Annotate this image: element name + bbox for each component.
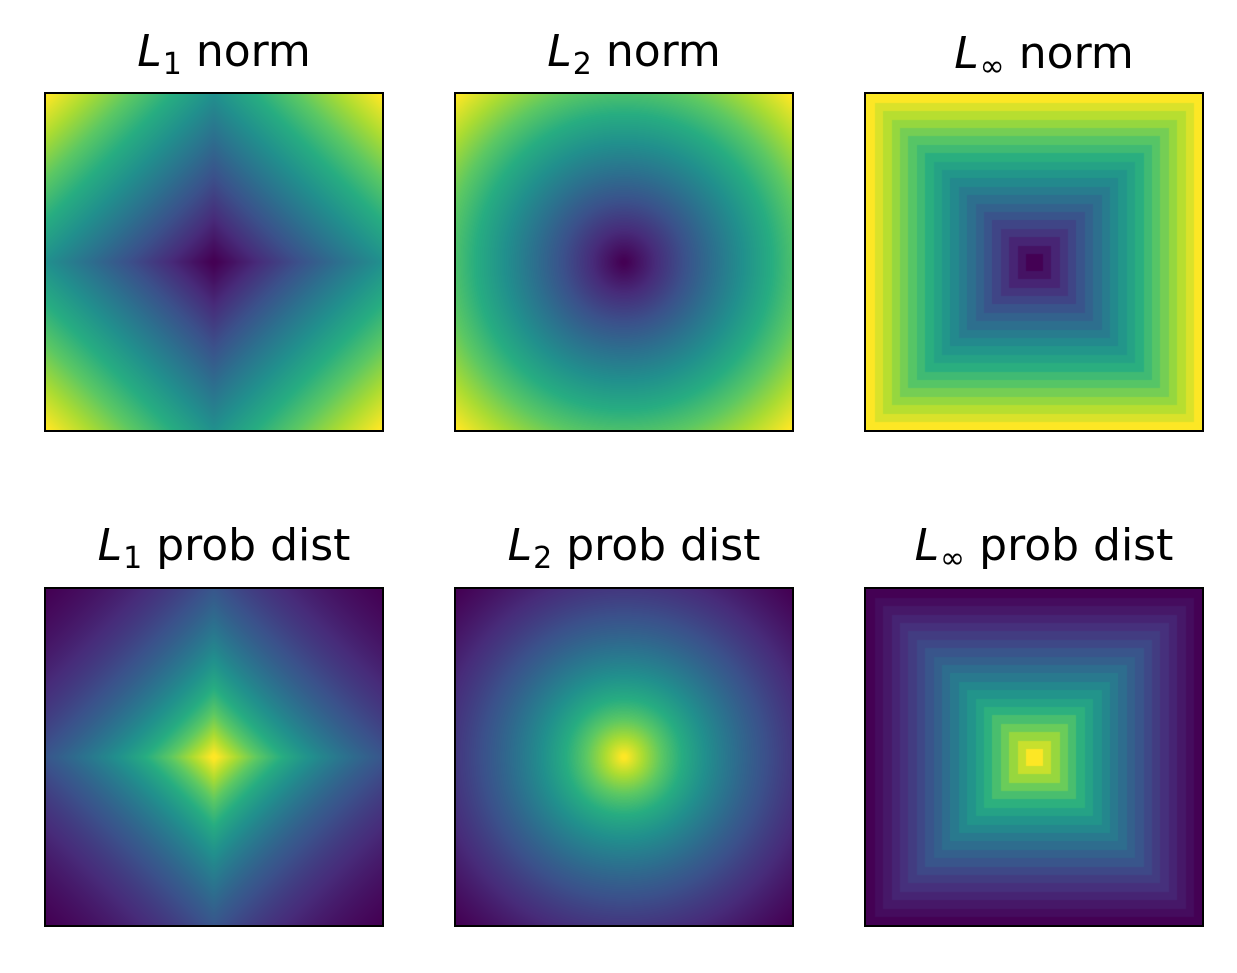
title-symbol: L xyxy=(914,520,940,571)
title-symbol: L xyxy=(97,520,123,571)
heatmap-l1-prob-dist xyxy=(44,587,384,927)
title-subscript: ∞ xyxy=(940,541,966,576)
title-subscript: ∞ xyxy=(979,49,1005,84)
heatmap-image xyxy=(456,589,792,925)
title-symbol: L xyxy=(137,26,162,77)
heatmap-image xyxy=(866,94,1202,430)
heatmap-linf-norm xyxy=(864,92,1204,432)
title-subscript: 1 xyxy=(123,541,143,576)
title-text: norm xyxy=(195,26,311,77)
heatmap-image xyxy=(456,94,792,430)
title-text: norm xyxy=(1018,28,1134,79)
panel-title-linf-norm: L∞ norm xyxy=(844,32,1237,82)
title-text: prob dist xyxy=(979,520,1174,571)
panel-title-l2-prob-dist: L2 prob dist xyxy=(434,524,834,574)
heatmap-image xyxy=(866,589,1202,925)
heatmap-l1-norm xyxy=(44,92,384,432)
title-subscript: 1 xyxy=(162,47,182,82)
title-text: prob dist xyxy=(156,520,351,571)
title-text: norm xyxy=(605,26,721,77)
panel-title-l1-norm: L1 norm xyxy=(24,30,424,80)
title-subscript: 2 xyxy=(572,47,592,82)
title-symbol: L xyxy=(547,26,572,77)
title-subscript: 2 xyxy=(533,541,553,576)
heatmap-linf-prob-dist xyxy=(864,587,1204,927)
heatmap-image xyxy=(46,94,382,430)
panel-title-linf-prob-dist: L∞ prob dist xyxy=(844,524,1237,574)
panel-title-l2-norm: L2 norm xyxy=(434,30,834,80)
panel-title-l1-prob-dist: L1 prob dist xyxy=(24,524,424,574)
heatmap-image xyxy=(46,589,382,925)
heatmap-l2-prob-dist xyxy=(454,587,794,927)
title-text: prob dist xyxy=(566,520,761,571)
title-symbol: L xyxy=(954,28,979,79)
heatmap-l2-norm xyxy=(454,92,794,432)
title-symbol: L xyxy=(507,520,533,571)
